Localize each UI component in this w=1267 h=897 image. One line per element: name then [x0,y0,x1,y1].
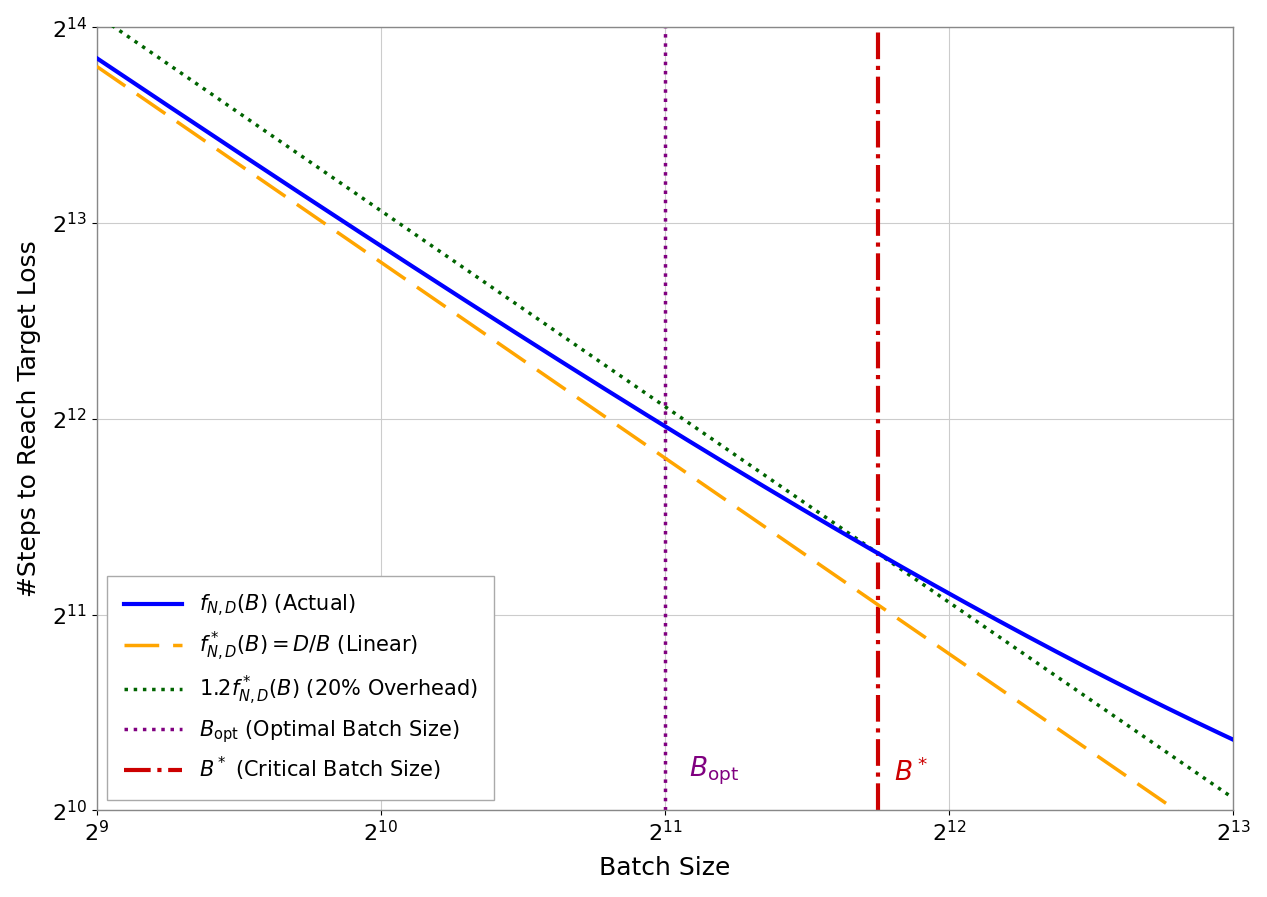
Y-axis label: #Steps to Reach Target Loss: #Steps to Reach Target Loss [16,240,41,597]
$1.2f^*_{N,D}(B)$ (20% Overhead) [1225,793,1240,804]
$f_{N,D}(B)$ (Actual) [641,411,656,422]
$1.2f^*_{N,D}(B)$ (20% Overhead) [1192,770,1207,780]
Legend: $f_{N,D}(B)$ (Actual), $f^*_{N,D}(B) = D/B$ (Linear), $1.2f^*_{N,D}(B)$ (20% Ove: $f_{N,D}(B)$ (Actual), $f^*_{N,D}(B) = D… [108,576,494,800]
$f^*_{N,D}(B) = D/B$ (Linear) [1192,821,1207,832]
Line: $1.2f^*_{N,D}(B)$ (20% Overhead): $1.2f^*_{N,D}(B)$ (20% Overhead) [96,15,1233,798]
$f^*_{N,D}(B) = D/B$ (Linear) [1192,822,1207,832]
$f^*_{N,D}(B) = D/B$ (Linear) [612,421,627,431]
$f^*_{N,D}(B) = D/B$ (Linear) [89,61,104,72]
$1.2f^*_{N,D}(B)$ (20% Overhead) [89,10,104,21]
Text: $B_{\mathrm{opt}}$: $B_{\mathrm{opt}}$ [689,754,739,787]
$f_{N,D}(B)$ (Actual) [1192,718,1207,729]
$1.2f^*_{N,D}(B)$ (20% Overhead) [147,49,162,60]
$1.2f^*_{N,D}(B)$ (20% Overhead) [641,390,656,401]
$f^*_{N,D}(B) = D/B$ (Linear) [983,677,998,688]
$f_{N,D}(B)$ (Actual) [89,53,104,64]
$f_{N,D}(B)$ (Actual) [1225,734,1240,745]
Line: $f_{N,D}(B)$ (Actual): $f_{N,D}(B)$ (Actual) [96,58,1233,739]
$1.2f^*_{N,D}(B)$ (20% Overhead) [1192,770,1207,780]
$f_{N,D}(B)$ (Actual) [983,612,998,623]
$f^*_{N,D}(B) = D/B$ (Linear) [147,101,162,112]
$f^*_{N,D}(B) = D/B$ (Linear) [1225,844,1240,855]
$f^*_{N,D}(B) = D/B$ (Linear) [641,442,656,453]
X-axis label: Batch Size: Batch Size [599,857,731,880]
$1.2f^*_{N,D}(B)$ (20% Overhead) [612,370,627,380]
$1.2f^*_{N,D}(B)$ (20% Overhead) [983,626,998,637]
$f_{N,D}(B)$ (Actual) [612,393,627,404]
$f_{N,D}(B)$ (Actual) [147,91,162,102]
$f_{N,D}(B)$ (Actual) [1192,718,1207,729]
Line: $f^*_{N,D}(B) = D/B$ (Linear): $f^*_{N,D}(B) = D/B$ (Linear) [96,66,1233,849]
Text: $B^*$: $B^*$ [895,758,929,787]
